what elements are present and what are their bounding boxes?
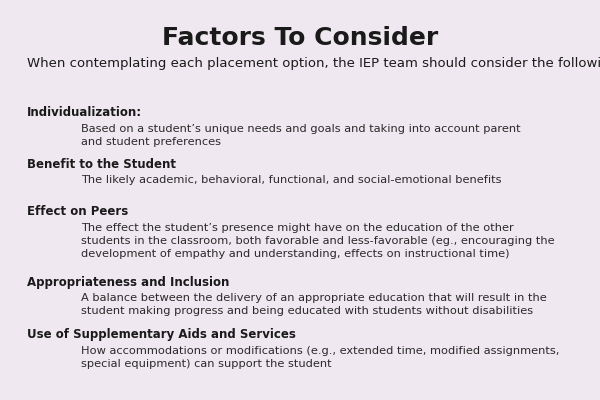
- Text: How accommodations or modifications (e.g., extended time, modified assignments,
: How accommodations or modifications (e.g…: [81, 346, 559, 369]
- Text: When contemplating each placement option, the IEP team should consider the follo: When contemplating each placement option…: [27, 57, 600, 70]
- Text: Benefit to the Student: Benefit to the Student: [27, 158, 176, 171]
- Text: Individualization:: Individualization:: [27, 106, 142, 119]
- Text: The effect the student’s presence might have on the education of the other
stude: The effect the student’s presence might …: [81, 223, 554, 259]
- Text: Effect on Peers: Effect on Peers: [27, 205, 128, 218]
- Text: A balance between the delivery of an appropriate education that will result in t: A balance between the delivery of an app…: [81, 293, 547, 316]
- Text: The likely academic, behavioral, functional, and social-emotional benefits: The likely academic, behavioral, functio…: [81, 175, 502, 185]
- Text: Appropriateness and Inclusion: Appropriateness and Inclusion: [27, 276, 229, 289]
- Text: Use of Supplementary Aids and Services: Use of Supplementary Aids and Services: [27, 328, 296, 341]
- Text: Factors To Consider: Factors To Consider: [162, 26, 438, 50]
- Text: Based on a student’s unique needs and goals and taking into account parent
and s: Based on a student’s unique needs and go…: [81, 124, 521, 147]
